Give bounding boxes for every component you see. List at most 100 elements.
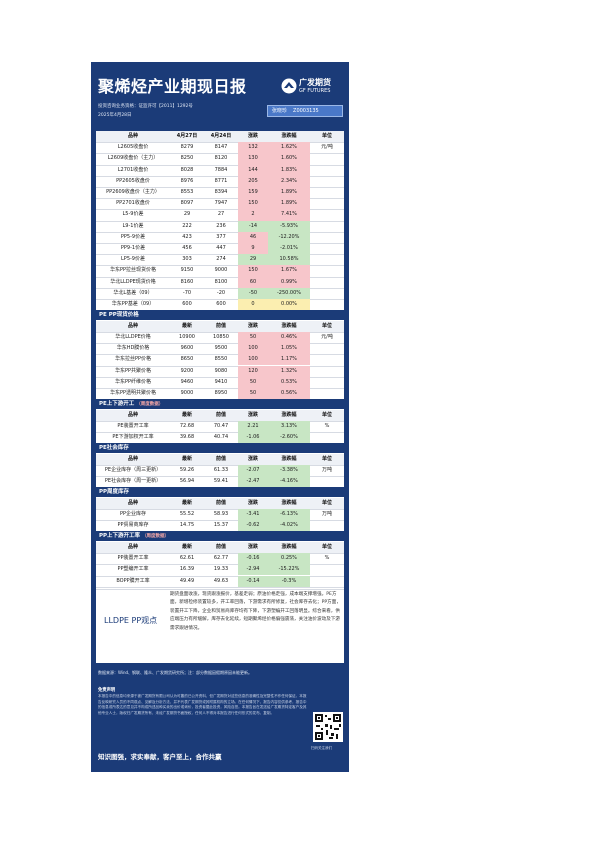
cell-latest: 59.26	[179, 466, 195, 473]
cell-previous: 15.37	[213, 522, 229, 529]
cell-latest: 8553	[180, 189, 194, 195]
cell-unit: 万吨	[321, 466, 332, 473]
table-header-row: 品种 最新 前值 涨跌 涨跌幅 单位	[96, 453, 344, 465]
cell-unit	[310, 176, 344, 187]
column-header: 涨跌幅	[281, 133, 297, 139]
row-divider	[96, 198, 344, 199]
cell-previous: 40.74	[213, 434, 229, 440]
column-header: 前值	[215, 411, 226, 418]
section-header: PE PP现货价格	[96, 310, 344, 321]
cell-unit	[310, 232, 344, 243]
cell-previous: -20	[216, 289, 226, 296]
qr-code-icon	[313, 712, 343, 742]
cell-unit	[310, 343, 344, 354]
row-divider	[96, 331, 344, 333]
table-row: L2609收盘价（主力） 8250 8120 130 1.60%	[96, 153, 344, 165]
cell-unit	[310, 476, 344, 487]
cell-unit	[310, 576, 344, 587]
cell-name: PP2609收盘价（主力）	[106, 189, 160, 195]
table-row: PE装置开工率 72.68 70.47 2.21 3.13%%	[96, 420, 344, 432]
cell-latest: 9150	[180, 267, 194, 274]
table-header-row: 品种 最新 前值 涨跌 涨跌幅 单位	[96, 541, 344, 554]
row-divider	[96, 142, 344, 143]
cell-change: 159	[238, 187, 268, 199]
cell-latest: 8650	[180, 356, 194, 363]
cell-latest: 9000	[180, 389, 194, 396]
cell-change: -0.14	[238, 575, 268, 587]
cell-unit	[310, 265, 344, 276]
cell-previous: 600	[216, 301, 226, 307]
cell-change: 144	[238, 164, 268, 176]
cell-name: PP9-1价差	[120, 245, 146, 251]
cell-change-pct: -15.22%	[268, 564, 310, 576]
table-row: PP2605收盘价 8976 8771 205 2.34%	[96, 175, 344, 187]
cell-change: 205	[238, 175, 268, 187]
table-header-row: 品种 最新 前值 涨跌 涨跌幅 单位	[96, 409, 344, 421]
cell-latest: 8279	[180, 144, 194, 151]
cell-latest: 8160	[180, 278, 194, 285]
cell-latest: 72.68	[179, 422, 195, 429]
cell-unit	[310, 299, 344, 310]
column-header: 涨跌幅	[281, 543, 297, 550]
cell-latest: 8097	[180, 200, 194, 207]
row-divider	[96, 420, 344, 422]
section-title: PP上下游开工率	[99, 533, 141, 540]
cell-unit	[310, 187, 344, 198]
cell-latest: 49.49	[179, 577, 195, 584]
analyst-badge: 张晓珍 Z0003135	[267, 105, 343, 117]
row-divider	[96, 231, 344, 233]
cell-latest: 56.94	[179, 478, 195, 485]
column-header: 品种	[127, 322, 138, 329]
column-header: 涨跌幅	[281, 499, 297, 506]
cell-unit: %	[324, 555, 330, 562]
cell-unit	[310, 243, 344, 254]
column-header: 品种	[127, 411, 138, 418]
column-header: 前值	[215, 455, 226, 462]
row-divider	[96, 586, 344, 588]
cell-latest: 8028	[180, 166, 194, 173]
license-line: 投资咨询业务资格：证监许可【2011】1292号	[98, 104, 193, 109]
cell-unit: %	[324, 422, 330, 429]
cell-change: 130	[238, 153, 268, 165]
row-divider	[96, 175, 344, 177]
cell-name: 华北LLDPE现货价格	[110, 278, 156, 285]
column-header: 单位	[321, 543, 332, 550]
cell-unit	[310, 520, 344, 531]
section-tag: （周度数据）	[142, 534, 170, 540]
cell-name: PP2701收盘价	[116, 200, 150, 207]
cell-unit	[310, 153, 344, 164]
cell-change-pct: -12.20%	[268, 231, 310, 243]
cell-previous: 70.47	[213, 422, 229, 429]
cell-latest: 8976	[180, 177, 194, 184]
section-header: PE上下游开工 （周度数据）	[96, 399, 344, 410]
cell-previous: 7947	[214, 200, 228, 207]
column-header: 涨跌	[247, 543, 258, 550]
column-header: 最新	[181, 499, 192, 506]
column-header: 涨跌	[247, 411, 258, 418]
cell-change: 29	[238, 254, 268, 266]
cell-previous: 447	[216, 245, 226, 251]
cell-unit	[310, 388, 344, 399]
section-header: PP上下游开工率 （周度数据）	[96, 531, 344, 542]
cell-unit	[310, 209, 344, 220]
cell-previous: 8100	[214, 278, 228, 285]
section-tag: （周度数据）	[136, 402, 164, 408]
table-row: 华东PP拉丝现货价格 9150 9000 150 1.67%	[96, 265, 344, 277]
cell-change-pct: 0.56%	[268, 387, 310, 400]
cell-change: 60	[238, 276, 268, 288]
column-header: 涨跌	[247, 499, 258, 506]
cell-name: 华东HD膜价格	[116, 345, 150, 352]
row-divider	[96, 265, 344, 266]
table-row: 华东HD膜价格 9600 9500 100 1.05%	[96, 343, 344, 355]
cell-change: 150	[238, 198, 268, 210]
cell-latest: 600	[182, 301, 192, 307]
section-title: PE社会库存	[99, 445, 129, 452]
section-title: PE上下游开工	[99, 401, 135, 408]
table-row: PE社会库存（周一更新） 56.94 59.41 -2.47 -4.16%	[96, 476, 344, 488]
cell-change-pct: 1.32%	[268, 365, 310, 377]
column-header: 4月27日	[176, 133, 198, 139]
cell-change: -3.41	[238, 509, 268, 521]
cell-change: 100	[238, 343, 268, 355]
cell-latest: 16.39	[179, 566, 195, 573]
cell-change: -14	[238, 220, 268, 232]
